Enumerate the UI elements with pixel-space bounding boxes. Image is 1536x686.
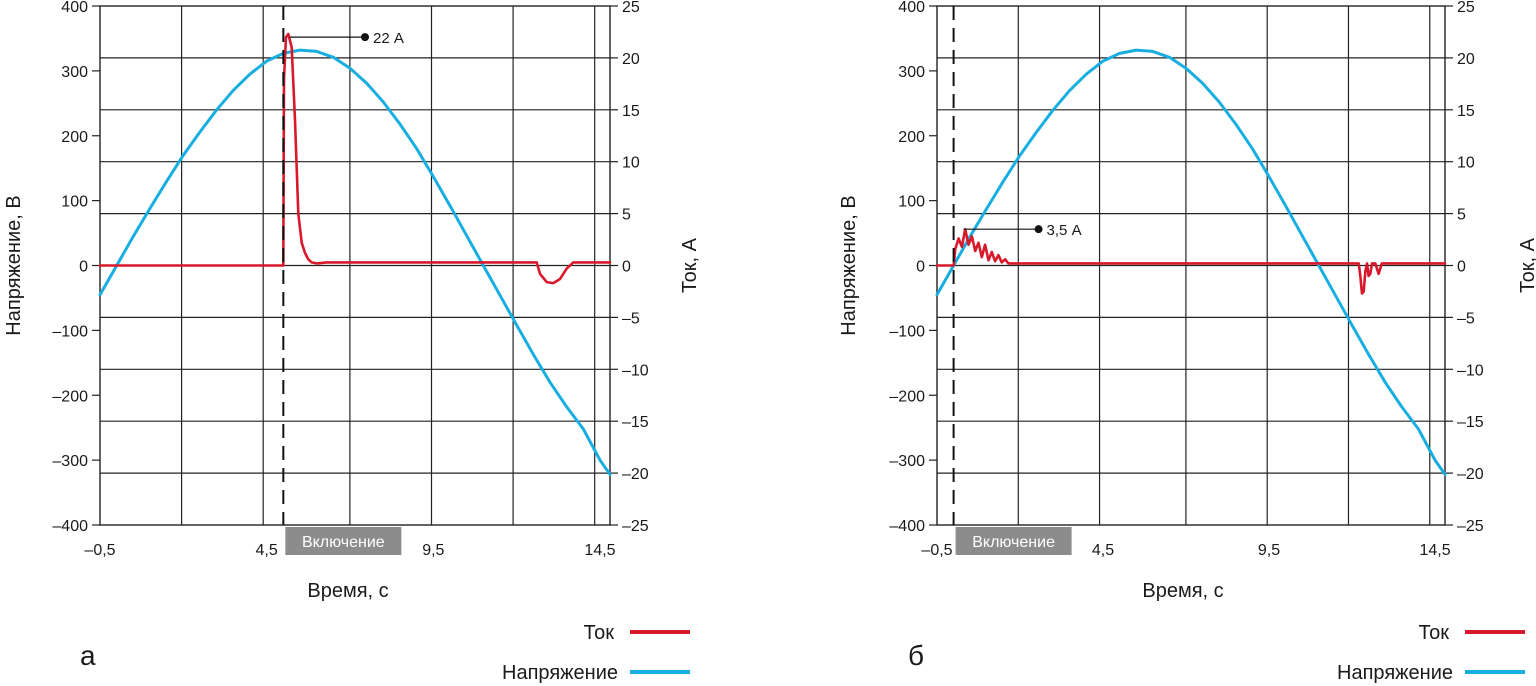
voltage-series-line [935,48,1447,476]
chart-panel-b: 400 300 200 100 0 –100 –200 –300 –400 25 20 15 10 5 0 –… [838,0,1536,684]
y-right-tick-label: –20 [622,466,649,483]
x-tick-label: 9,5 [422,542,444,559]
annotation-dot [1034,225,1043,234]
y-right-tick-label: –15 [622,414,649,431]
y-left-tick-label: –100 [52,323,88,340]
y-right-axis-label: Ток, А [1517,237,1536,293]
switch-on-box [285,527,402,555]
y-left-tick-label: 0 [79,259,88,276]
x-tick-label: –0,5 [921,542,952,559]
y-left-tick-label: 400 [898,0,925,16]
legend-current-label: Ток [583,622,614,644]
y-right-tick-label: –15 [1457,414,1484,431]
x-tick-label: 14,5 [1419,542,1450,559]
legend-voltage-label: Напряжение [1337,662,1453,684]
y-right-tick-label: 10 [1457,155,1475,172]
annotation-dot [361,33,369,42]
annotation-label: 22 А [373,30,404,47]
legend-voltage-label: Напряжение [502,662,618,684]
switch-on-label: Включение [972,534,1055,551]
y-right-tick-label: 5 [1457,207,1466,224]
x-axis-label: Время, с [307,580,388,602]
panel-letter: а [80,640,96,671]
legend-current-label: Ток [1418,622,1449,644]
y-left-tick-label: 200 [61,129,88,146]
y-left-tick-label: 300 [61,64,88,81]
y-left-tick-label: –300 [889,453,925,470]
panel-letter: б [908,640,924,671]
switch-on-label: Включение [302,534,385,551]
y-right-tick-label: –25 [1457,518,1484,535]
current-series-line [98,32,612,285]
annotation-label: 3,5 А [1047,222,1082,239]
x-axis-label: Время, с [1142,580,1223,602]
y-left-tick-label: –400 [52,518,88,535]
chart-panel-a: 400 300 200 100 0 –100 –200 –300 –400 25 20 15 10 5 0 –… [3,0,701,684]
x-tick-label: 9,5 [1258,542,1280,559]
y-right-tick-label: –10 [1457,362,1484,379]
y-right-tick-label: 25 [1457,0,1475,16]
y-right-tick-label: –5 [1457,310,1475,327]
voltage-series-line [98,48,612,476]
y-right-tick-label: –20 [1457,466,1484,483]
x-tick-label: –0,5 [84,542,115,559]
switch-on-box [955,527,1072,555]
y-right-tick-label: 0 [622,259,631,276]
y-left-tick-label: 200 [898,129,925,146]
y-right-tick-label: 15 [1457,103,1475,120]
y-right-tick-label: –25 [622,518,649,535]
y-right-tick-label: 20 [622,51,640,68]
y-left-tick-label: 100 [898,194,925,211]
y-left-tick-label: –200 [889,388,925,405]
y-right-tick-label: 10 [622,155,640,172]
y-left-tick-label: –100 [889,323,925,340]
y-right-tick-label: 0 [1457,259,1466,276]
y-right-tick-label: 25 [622,0,640,16]
x-tick-label: 4,5 [256,542,278,559]
y-right-tick-label: –10 [622,362,649,379]
y-right-tick-label: –5 [622,310,640,327]
y-right-tick-label: 15 [622,103,640,120]
y-left-tick-label: –400 [889,518,925,535]
y-left-tick-label: 400 [61,0,88,16]
y-right-axis-label: Ток, А [679,237,701,293]
y-left-axis-label: Напряжение, В [3,195,25,335]
current-series-line [935,227,1447,295]
y-left-tick-label: 300 [898,64,925,81]
y-left-tick-label: –200 [52,388,88,405]
x-tick-label: 14,5 [584,542,615,559]
y-left-axis-label: Напряжение, В [838,195,860,335]
y-left-tick-label: 0 [916,259,925,276]
y-right-tick-label: 5 [622,207,631,224]
y-left-tick-label: 100 [61,194,88,211]
x-tick-label: 4,5 [1092,542,1114,559]
y-right-tick-label: 20 [1457,51,1475,68]
y-left-tick-label: –300 [52,453,88,470]
